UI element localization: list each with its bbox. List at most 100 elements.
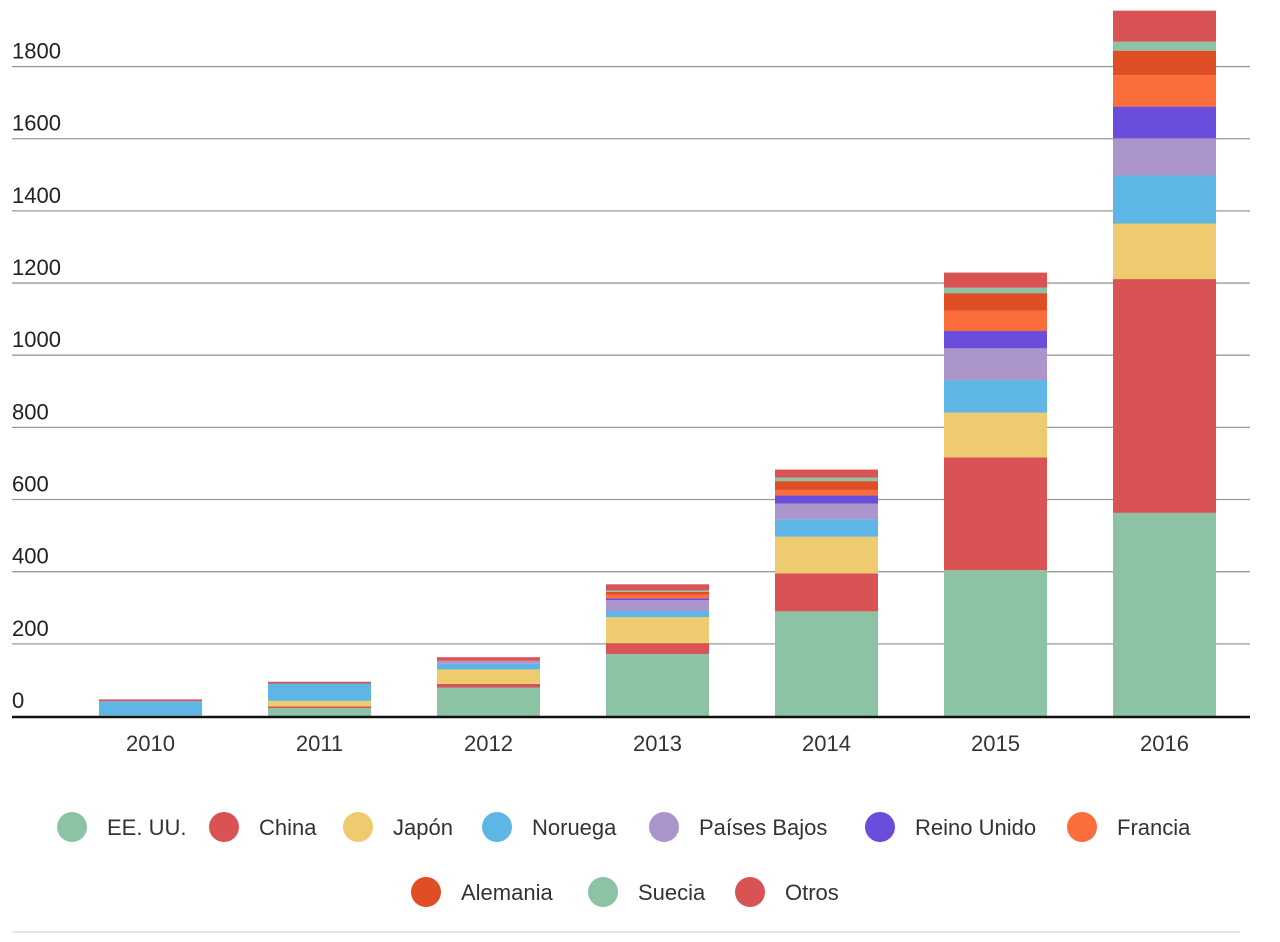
x-tick-label: 2010 [126,731,175,756]
bar-segment [775,495,878,504]
bar-segment [99,699,202,702]
legend-label: Japón [393,815,453,840]
bar-segment [944,331,1047,349]
bar-segment [1113,41,1216,51]
legend-label: Noruega [532,815,617,840]
bar-segment [606,600,709,612]
bar-segment [775,536,878,574]
y-tick-label: 1400 [12,183,61,208]
bar-segment [944,570,1047,716]
bar-segment [944,412,1047,458]
bar-segment [1113,106,1216,139]
legend-item: Japón [343,812,453,842]
bar-segment [775,503,878,520]
bar-segment [1113,138,1216,176]
bar-segment [944,287,1047,294]
bar-segment [99,715,202,716]
legend-item: EE. UU. [57,812,186,842]
legend-item: Alemania [411,877,553,907]
x-tick-label: 2016 [1140,731,1189,756]
y-tick-label: 600 [12,472,49,497]
legend-swatch [482,812,512,842]
bar-segment [437,683,540,688]
legend: EE. UU. China Japón Noruega Países Bajos Rein… [57,812,1191,907]
bar-segment [775,469,878,478]
legend-swatch [343,812,373,842]
legend-label: China [259,815,317,840]
legend-label: Alemania [461,880,553,905]
legend-item: China [209,812,317,842]
legend-label: Suecia [638,880,706,905]
legend-swatch [735,877,765,907]
bar-segment [606,591,709,595]
y-tick-label: 1200 [12,255,61,280]
x-tick-label: 2013 [633,731,682,756]
bar-segment [775,477,878,482]
legend-item: Noruega [482,812,617,842]
legend-item: Francia [1067,812,1191,842]
legend-swatch [649,812,679,842]
y-tick-label: 400 [12,544,49,569]
bar-segment [944,293,1047,311]
bar-segment [268,681,371,684]
bar-segment [775,490,878,496]
bar-segment [944,380,1047,413]
bar-segment [775,481,878,491]
bar-segment [1113,50,1216,76]
bar-segment [606,611,709,618]
bar-segment [606,643,709,654]
bar-segment [775,519,878,537]
y-tick-label: 800 [12,399,49,424]
bar-segment [268,706,371,709]
legend-swatch [57,812,87,842]
bar-segment [1113,10,1216,42]
bar-segment [268,700,371,707]
y-tick-label: 0 [12,688,24,713]
legend-swatch [209,812,239,842]
bar-segment [437,663,540,670]
legend-item: Otros [735,877,839,907]
bar-segment [1113,75,1216,107]
legend-label: Francia [1117,815,1191,840]
legend-item: Suecia [588,877,706,907]
y-tick-label: 1000 [12,327,61,352]
bar-segment [944,272,1047,288]
bars [99,10,1216,716]
legend-swatch [1067,812,1097,842]
bar-segment [775,611,878,716]
x-tick-label: 2011 [296,731,343,756]
bar-segment [606,653,709,716]
bar-segment [1113,279,1216,513]
x-axis-category-labels: 2010 2011 2012 2013 2014 2015 2016 [126,731,1189,756]
legend-label: Países Bajos [699,815,827,840]
legend-swatch [865,812,895,842]
x-tick-label: 2015 [971,731,1020,756]
bar-segment [606,598,709,601]
gridlines [12,65,1250,645]
y-tick-label: 200 [12,616,49,641]
bar-segment [606,590,709,592]
bar-segment [437,660,540,664]
bar-segment [268,708,371,716]
legend-label: EE. UU. [107,815,186,840]
bar-segment [606,617,709,644]
x-tick-label: 2014 [802,731,851,756]
y-axis-tick-labels: 0 200 400 600 800 1000 1200 1400 1600 1800 [12,39,61,713]
legend-item: Reino Unido [865,812,1036,842]
y-tick-label: 1600 [12,111,61,136]
legend-swatch [411,877,441,907]
legend-swatch [588,877,618,907]
bar-segment [944,310,1047,332]
y-tick-label: 1800 [12,39,61,64]
legend-label: Reino Unido [915,815,1036,840]
bar-segment [1113,512,1216,716]
bar-segment [437,657,540,661]
bar-segment [944,457,1047,571]
bar-segment [1113,223,1216,280]
legend-item: Países Bajos [649,812,827,842]
bar-segment [944,348,1047,381]
bar-segment [437,669,540,684]
legend-label: Otros [785,880,839,905]
bar-segment [99,701,202,716]
